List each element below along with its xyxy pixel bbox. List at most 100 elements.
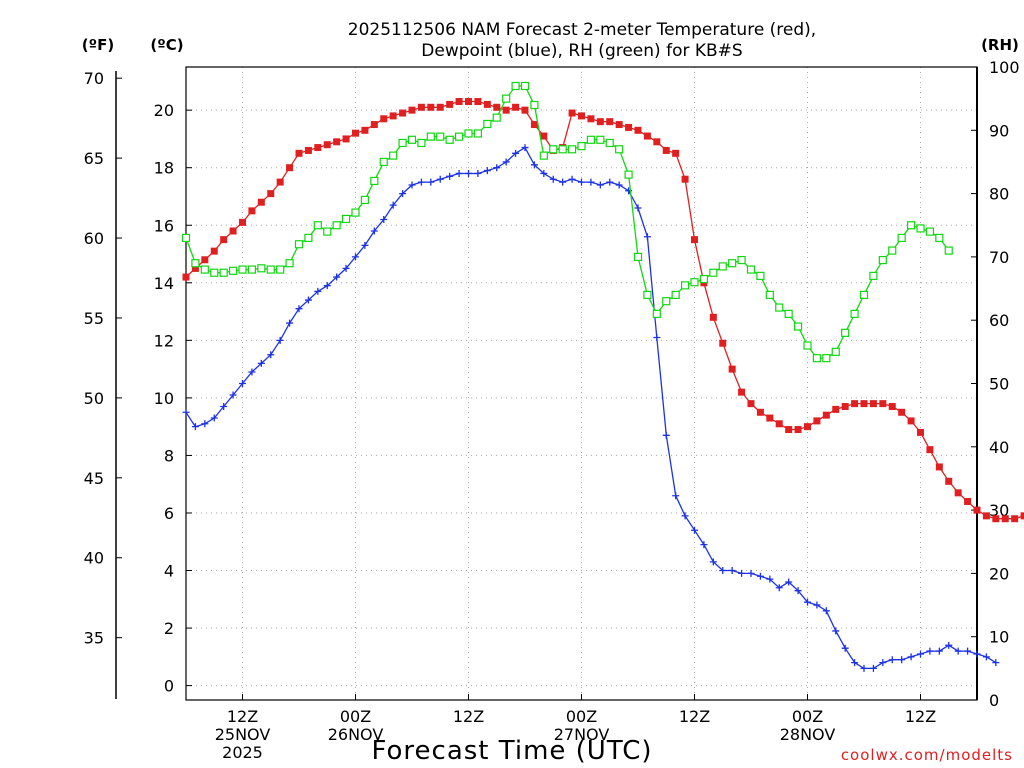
- dewpoint-point: [352, 253, 359, 261]
- rh-point: [238, 265, 247, 274]
- dewpoint-point: [210, 414, 218, 422]
- x-tick-label: 28NOV: [780, 725, 836, 744]
- temperature-point: [512, 103, 520, 111]
- temperature-point: [333, 138, 341, 146]
- celsius-tick-label: 2: [164, 619, 174, 638]
- dewpoint-point: [380, 215, 388, 223]
- rh-point: [775, 303, 784, 312]
- dewpoint-point: [512, 149, 520, 157]
- temperature-point: [399, 109, 407, 117]
- fahrenheit-tick-label: 50: [84, 389, 104, 408]
- dewpoint-point: [408, 181, 416, 189]
- celsius-tick-label: 12: [154, 331, 174, 350]
- chart-title-line1: 2025112506 NAM Forecast 2-meter Temperat…: [348, 20, 816, 40]
- celsius-unit-label: (ºC): [150, 36, 183, 54]
- x-tick-label: 12Z: [453, 707, 484, 726]
- rh-point: [633, 252, 643, 261]
- dewpoint-point: [691, 526, 698, 534]
- rh-unit-label: (RH): [981, 36, 1019, 54]
- temperature-point: [352, 129, 359, 137]
- rh-tick-label: 80: [989, 185, 1009, 204]
- rh-point: [586, 135, 596, 144]
- temperature-point: [992, 515, 1000, 523]
- temperature-point: [681, 175, 689, 183]
- rh-point: [643, 290, 652, 299]
- dewpoint-point: [191, 423, 199, 431]
- rh-point: [662, 297, 671, 306]
- rh-point: [219, 268, 228, 277]
- temperature-point: [483, 100, 491, 108]
- rh-point: [332, 221, 341, 230]
- rh-point: [558, 145, 567, 154]
- celsius-tick-label: 6: [164, 504, 174, 523]
- rh-point: [200, 265, 209, 274]
- rh-point: [257, 264, 266, 273]
- rh-point: [944, 246, 953, 255]
- rh-tick-label: 20: [989, 564, 1009, 583]
- temperature-line: [185, 100, 1024, 520]
- dewpoint-point: [493, 164, 501, 172]
- dewpoint-point: [766, 575, 774, 583]
- rh-point: [822, 354, 831, 363]
- dewpoint-point: [907, 653, 915, 661]
- rh-tick-label: 50: [989, 375, 1009, 394]
- dewpoint-point: [182, 408, 190, 416]
- series-dewpoint: [182, 144, 1000, 672]
- dewpoint-point: [653, 333, 661, 341]
- rh-point: [483, 119, 492, 129]
- dewpoint-point: [898, 656, 906, 664]
- temperature-point: [257, 198, 265, 206]
- dewpoint-point: [229, 391, 237, 399]
- temperature-point: [578, 112, 585, 120]
- temperature-point: [615, 121, 623, 129]
- temperature-point: [427, 103, 435, 111]
- rh-point: [228, 266, 238, 275]
- temperature-point: [945, 477, 953, 485]
- x-tick-label: 12Z: [905, 707, 936, 726]
- temperature-point: [474, 98, 482, 106]
- temperature-point: [323, 141, 331, 149]
- rh-point: [850, 309, 859, 318]
- rh-point: [285, 259, 294, 268]
- fahrenheit-unit-label: (ºF): [82, 36, 114, 54]
- rh-point: [841, 328, 850, 337]
- chart-title-line2: Dewpoint (blue), RH (green) for KB#S: [421, 41, 742, 61]
- dewpoint-point: [304, 296, 312, 304]
- dewpoint-point: [465, 169, 472, 177]
- rh-point: [426, 132, 435, 141]
- credit-text: coolwx.com/modelts: [841, 746, 1013, 764]
- fahrenheit-tick-label: 45: [84, 469, 104, 488]
- dewpoint-point: [502, 158, 510, 166]
- temperature-point: [304, 146, 312, 154]
- temperature-point: [775, 420, 783, 428]
- rh-point: [389, 151, 398, 160]
- temperature-point: [869, 400, 877, 408]
- celsius-tick-label: 14: [154, 274, 174, 293]
- rh-point: [567, 145, 577, 154]
- dewpoint-point: [841, 644, 849, 652]
- dewpoint-point: [474, 169, 482, 177]
- rh-tick-label: 100: [989, 58, 1020, 77]
- temperature-point: [267, 190, 275, 198]
- series-temperature: [182, 98, 1024, 523]
- dewpoint-point: [662, 431, 670, 439]
- fahrenheit-tick-label: 70: [84, 69, 104, 88]
- temperature-point: [888, 403, 896, 411]
- temperature-point: [596, 118, 604, 126]
- rh-tick-label: 0: [989, 691, 999, 710]
- rh-point: [407, 135, 417, 144]
- dewpoint-point: [333, 273, 341, 281]
- dewpoint-point: [832, 627, 840, 635]
- temperature-point: [1001, 515, 1009, 523]
- rh-point: [577, 142, 586, 151]
- temperature-point: [587, 115, 595, 123]
- rh-point: [511, 81, 520, 91]
- rh-point: [859, 290, 869, 299]
- temperature-point: [747, 400, 755, 408]
- rh-tick-label: 60: [989, 311, 1009, 330]
- celsius-tick-label: 16: [154, 216, 174, 235]
- temperature-point: [719, 339, 727, 347]
- rh-point: [473, 129, 483, 138]
- series-layer: [181, 81, 1024, 672]
- rh-point: [878, 255, 887, 265]
